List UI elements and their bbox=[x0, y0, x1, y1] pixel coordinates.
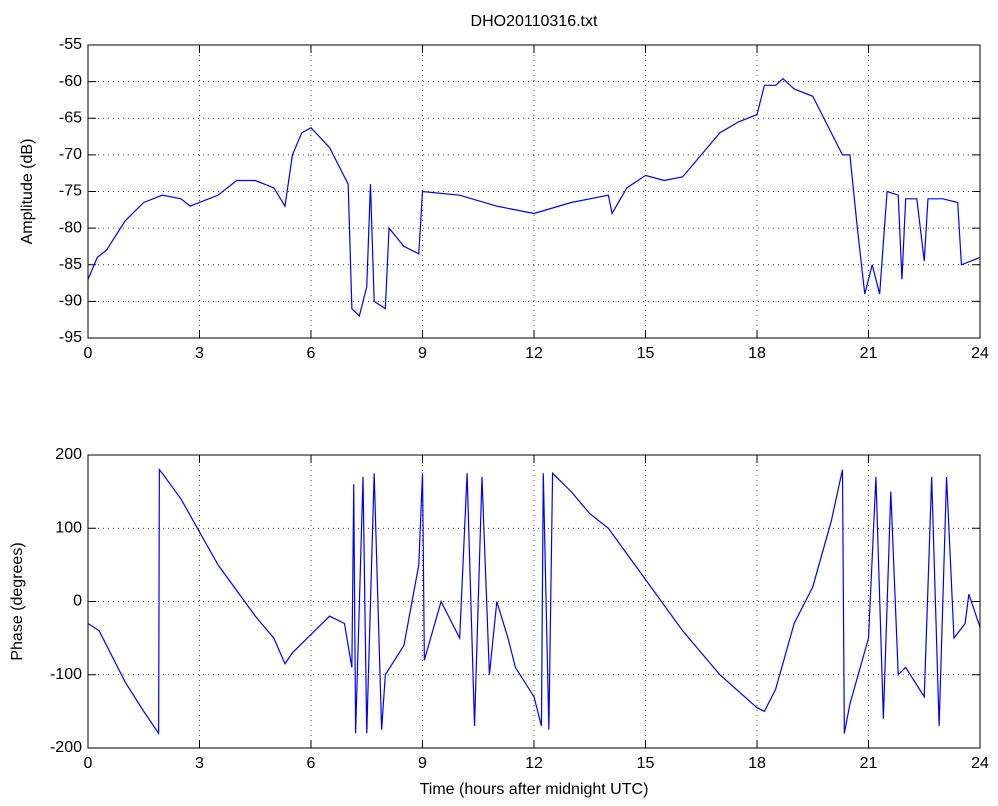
axes-box bbox=[87, 454, 981, 749]
x-tick-label: 18 bbox=[748, 755, 766, 772]
x-tick-label: 9 bbox=[418, 345, 427, 362]
y-tick-label: -65 bbox=[59, 109, 82, 126]
chart-title: DHO20110316.txt bbox=[471, 13, 598, 30]
data-line bbox=[87, 77, 981, 318]
y-tick-label: -200 bbox=[50, 739, 82, 756]
x-tick-label: 3 bbox=[195, 345, 204, 362]
x-tick-label: 12 bbox=[525, 345, 543, 362]
x-tick-label: 21 bbox=[860, 755, 878, 772]
y-tick-label: 100 bbox=[55, 519, 82, 536]
y-tick-label: -60 bbox=[59, 73, 82, 90]
y-tick-label: -55 bbox=[59, 36, 82, 53]
x-tick-label: 0 bbox=[84, 345, 93, 362]
y-tick-label: -85 bbox=[59, 256, 82, 273]
y-tick-label: -95 bbox=[59, 329, 82, 346]
x-tick-label: 12 bbox=[525, 755, 543, 772]
x-tick-label: 6 bbox=[307, 755, 316, 772]
x-tick-label: 24 bbox=[971, 755, 989, 772]
y-axis-label: Phase (degrees) bbox=[9, 542, 26, 660]
y-tick-label: -100 bbox=[50, 666, 82, 683]
x-tick-label: 21 bbox=[860, 345, 878, 362]
y-tick-label: -75 bbox=[59, 183, 82, 200]
x-tick-label: 6 bbox=[307, 345, 316, 362]
y-axis-label: Amplitude (dB) bbox=[19, 139, 36, 245]
x-axis-label: Time (hours after midnight UTC) bbox=[420, 781, 649, 798]
x-tick-label: 18 bbox=[748, 345, 766, 362]
x-tick-label: 0 bbox=[84, 755, 93, 772]
y-tick-label: -70 bbox=[59, 146, 82, 163]
x-tick-label: 24 bbox=[971, 345, 989, 362]
y-tick-label: -80 bbox=[59, 219, 82, 236]
y-tick-label: 0 bbox=[73, 593, 82, 610]
data-line bbox=[87, 467, 981, 736]
y-tick-label: 200 bbox=[55, 446, 82, 463]
x-tick-label: 15 bbox=[637, 345, 655, 362]
axes-box bbox=[87, 44, 981, 339]
x-tick-label: 15 bbox=[637, 755, 655, 772]
x-tick-label: 3 bbox=[195, 755, 204, 772]
y-tick-label: -90 bbox=[59, 293, 82, 310]
x-tick-label: 9 bbox=[418, 755, 427, 772]
